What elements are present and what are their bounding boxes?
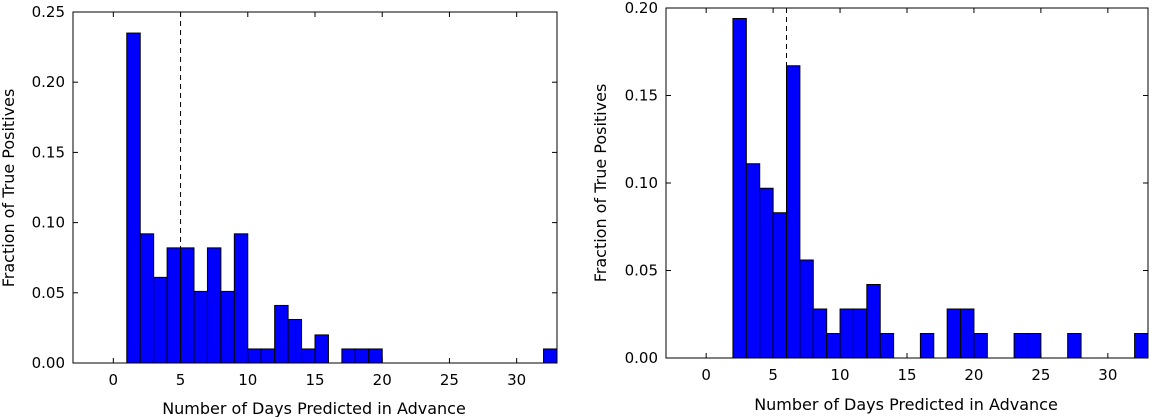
left-y-tick-label: 0.15 [32, 143, 65, 161]
left-y-tick-label: 0.00 [32, 354, 65, 372]
left-x-tick-label: 15 [305, 371, 324, 389]
left-histogram-bar [206, 247, 222, 364]
right-y-tick-label: 0.20 [625, 0, 658, 17]
right-histogram-bar [866, 284, 881, 359]
right-histogram-bar [1067, 333, 1082, 359]
left-histogram-bar [193, 290, 208, 364]
right-y-axis-label: Fraction of True Positives [591, 84, 610, 283]
left-histogram-bar [260, 348, 276, 364]
right-histogram-bar [745, 163, 761, 359]
right-histogram-bar [772, 212, 787, 359]
right-histogram-bar [732, 18, 747, 359]
right-histogram-bar [919, 333, 935, 359]
left-y-axis-label: Fraction of True Positives [0, 89, 18, 288]
right-y-tick-label: 0.10 [625, 174, 658, 192]
left-x-tick-label: 0 [109, 371, 119, 389]
left-x-axis-label: Number of Days Predicted in Advance [162, 399, 466, 417]
right-histogram-bar [879, 333, 895, 359]
right-x-tick-label: 25 [1031, 366, 1050, 384]
left-histogram-bar [301, 348, 316, 364]
left-histogram-bar [247, 348, 262, 364]
left-histogram-bar [233, 233, 249, 364]
right-y-tick-label: 0.00 [625, 349, 658, 367]
left-x-tick-label: 10 [238, 371, 257, 389]
left-histogram-bar [274, 304, 289, 364]
right-y-tick-label: 0.15 [625, 87, 658, 105]
right-histogram-bar [1027, 333, 1042, 359]
left-histogram-bar [126, 32, 141, 364]
right-x-tick-label: 5 [768, 366, 778, 384]
left-histogram-chart: Fraction of True Positives Number of Day… [0, 3, 558, 417]
right-x-tick-label: 10 [831, 366, 850, 384]
left-histogram-bar [314, 334, 329, 364]
right-x-tick-label: 0 [701, 366, 711, 384]
right-histogram-bar [826, 333, 841, 359]
right-x-tick-label: 30 [1098, 366, 1117, 384]
left-y-tick-label: 0.10 [32, 214, 65, 232]
right-histogram-bar [946, 308, 962, 359]
left-y-tick-label: 0.05 [32, 284, 65, 302]
left-y-tick-label: 0.25 [32, 3, 65, 21]
left-histogram-bar [354, 348, 370, 364]
left-x-tick-label: 5 [176, 371, 186, 389]
left-histogram-bar [287, 318, 303, 364]
right-x-tick-label: 15 [897, 366, 916, 384]
right-x-axis-label: Number of Days Predicted in Advance [754, 395, 1058, 414]
left-histogram-bar [153, 276, 168, 364]
right-histogram-chart: Fraction of True Positives Number of Day… [591, 0, 1149, 414]
right-histogram-bar [1134, 333, 1149, 359]
left-histogram-bar [368, 348, 383, 364]
right-histogram-bar [973, 333, 988, 359]
right-histogram-bar [839, 308, 854, 359]
left-y-tick-label: 0.20 [32, 73, 65, 91]
left-histogram-bar [139, 233, 155, 364]
right-histogram-bar [852, 308, 868, 359]
left-histogram-bar [341, 348, 356, 364]
right-y-tick-label: 0.05 [625, 262, 658, 280]
left-x-tick-label: 20 [373, 371, 392, 389]
right-histogram-bar [759, 187, 774, 359]
right-x-tick-label: 20 [964, 366, 983, 384]
right-histogram-bar [960, 308, 975, 359]
right-histogram-bar [812, 308, 828, 359]
left-histogram-bar [166, 247, 182, 364]
left-histogram-bar [180, 247, 195, 364]
right-histogram-bar [1013, 333, 1028, 359]
right-histogram-bar [786, 65, 801, 359]
left-histogram-bar [220, 290, 235, 364]
left-histogram-bar [543, 348, 558, 364]
left-x-tick-label: 25 [440, 371, 459, 389]
left-x-tick-label: 30 [507, 371, 526, 389]
right-histogram-bar [799, 259, 814, 359]
